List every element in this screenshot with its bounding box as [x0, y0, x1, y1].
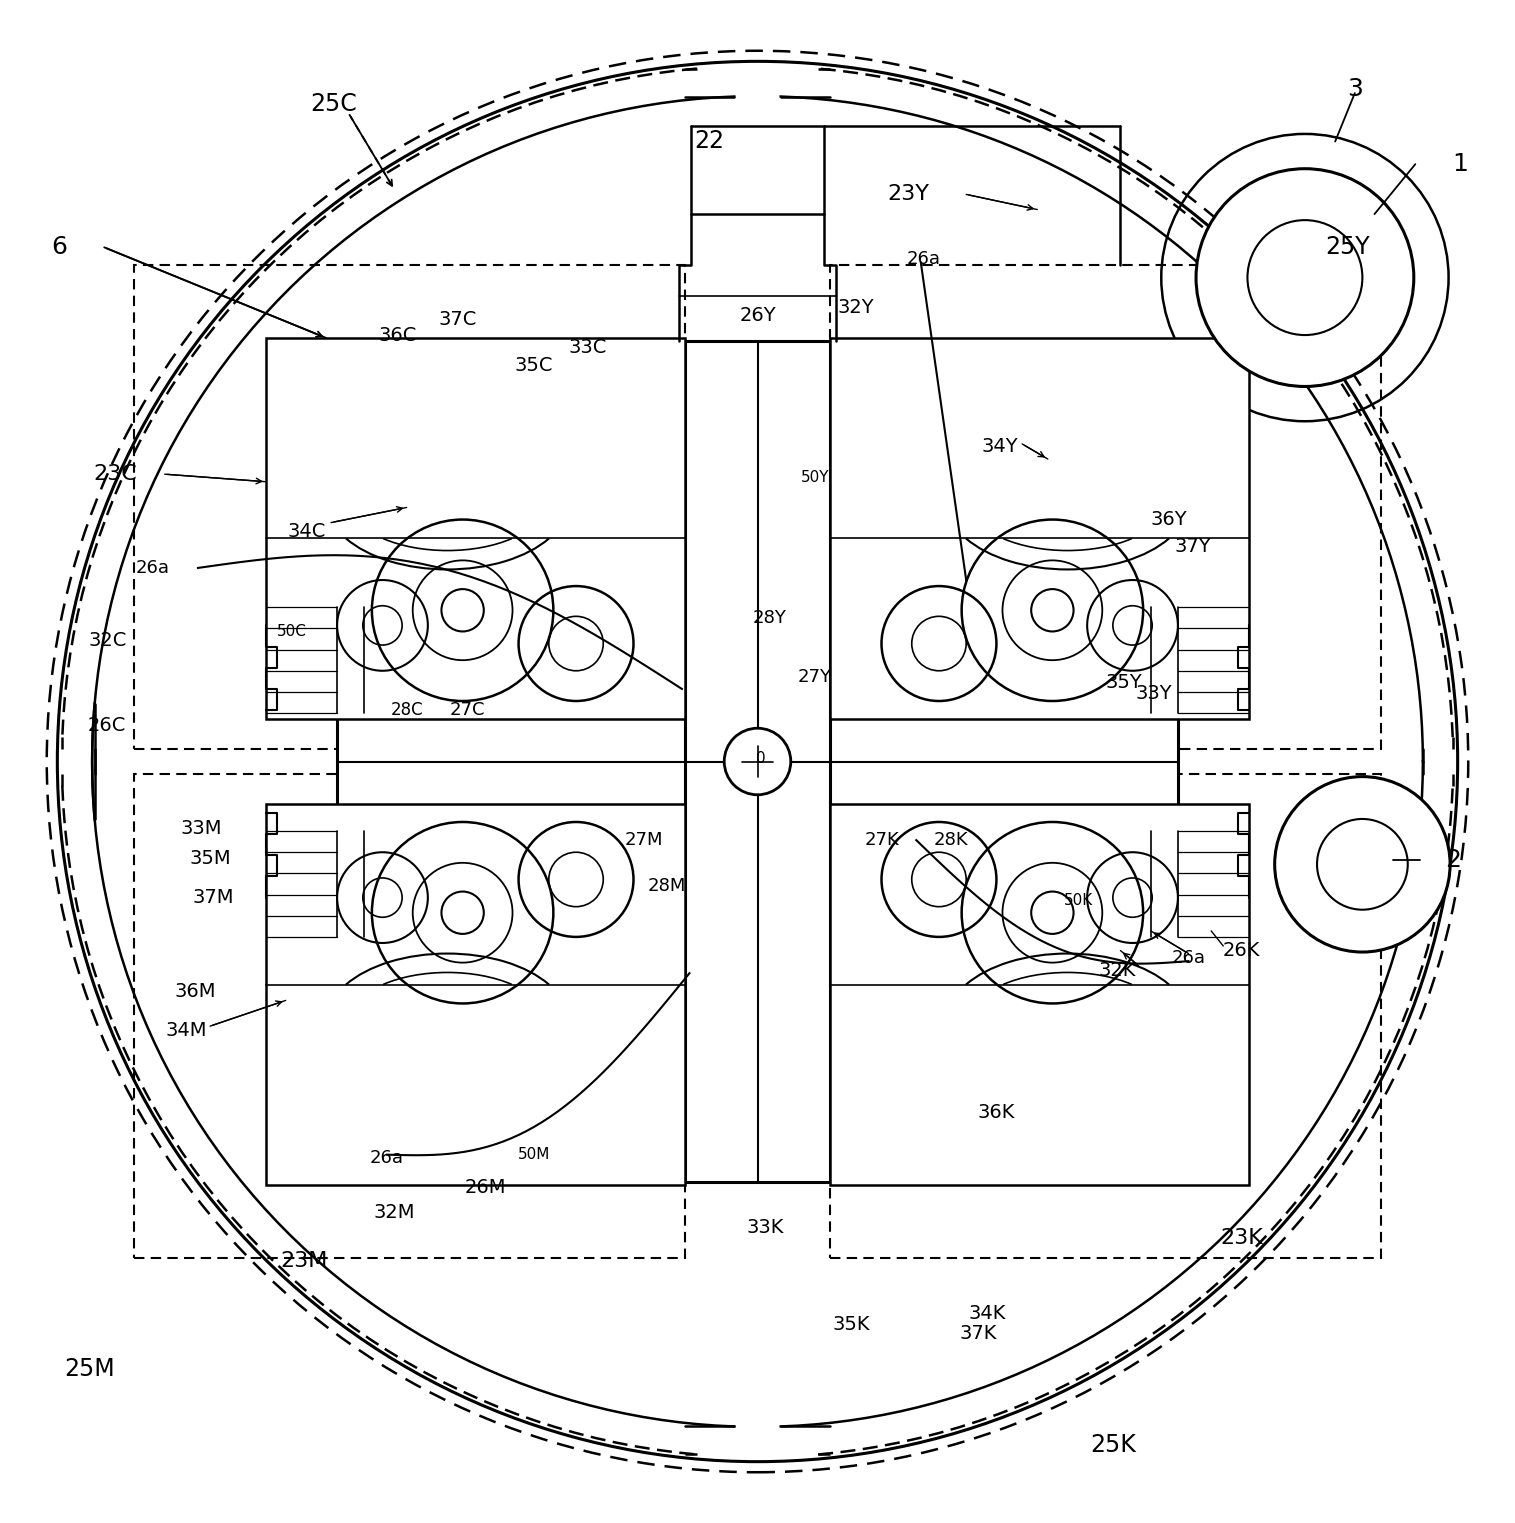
Bar — [267, 338, 685, 719]
Circle shape — [1274, 777, 1450, 952]
Bar — [267, 804, 685, 1185]
Text: 27Y: 27Y — [798, 667, 832, 685]
Text: 26a: 26a — [907, 250, 941, 268]
Text: 27M: 27M — [624, 832, 664, 850]
Text: 25Y: 25Y — [1326, 236, 1370, 259]
Text: 28M: 28M — [647, 877, 686, 894]
Text: 3: 3 — [1347, 76, 1364, 101]
Circle shape — [1195, 169, 1413, 387]
Text: 26a: 26a — [136, 559, 170, 577]
Text: 35C: 35C — [515, 356, 553, 375]
Text: 23M: 23M — [280, 1250, 327, 1270]
Text: 32C: 32C — [88, 631, 126, 650]
Bar — [135, 774, 685, 1258]
Text: 26a: 26a — [370, 1148, 405, 1167]
Text: 6: 6 — [52, 236, 67, 259]
Text: 36Y: 36Y — [1150, 510, 1188, 528]
Text: 1: 1 — [1453, 152, 1468, 177]
Circle shape — [58, 61, 1457, 1462]
Text: 32K: 32K — [1098, 961, 1136, 979]
Circle shape — [724, 728, 791, 795]
Text: 23Y: 23Y — [888, 184, 930, 204]
Text: 35M: 35M — [189, 848, 230, 868]
Circle shape — [441, 891, 483, 934]
Bar — [830, 774, 1380, 1258]
Text: 28K: 28K — [933, 832, 968, 850]
Bar — [830, 338, 1248, 719]
Text: 36K: 36K — [977, 1103, 1015, 1122]
Text: 34K: 34K — [968, 1304, 1006, 1323]
Text: 37C: 37C — [439, 311, 477, 329]
Text: 50Y: 50Y — [801, 469, 829, 484]
Bar — [830, 265, 1380, 749]
Text: 22: 22 — [694, 129, 724, 154]
Text: 33C: 33C — [570, 338, 608, 356]
Text: 26a: 26a — [1171, 949, 1206, 967]
Text: 25K: 25K — [1089, 1433, 1136, 1458]
Text: 32Y: 32Y — [838, 299, 874, 317]
Circle shape — [441, 589, 483, 632]
Text: 50C: 50C — [277, 624, 306, 640]
Text: 27K: 27K — [864, 832, 898, 850]
Text: 34C: 34C — [288, 522, 326, 541]
Text: 37Y: 37Y — [1174, 538, 1212, 556]
Text: 36M: 36M — [174, 982, 215, 1001]
Bar — [685, 341, 830, 1182]
Text: 26K: 26K — [1223, 941, 1260, 959]
Text: 33Y: 33Y — [1135, 684, 1173, 704]
Text: 36C: 36C — [379, 326, 417, 344]
Text: 35Y: 35Y — [1104, 673, 1142, 693]
Text: 28C: 28C — [391, 701, 423, 719]
Text: 50K: 50K — [1064, 892, 1092, 908]
Text: 2: 2 — [1445, 848, 1460, 871]
Text: 25M: 25M — [64, 1357, 115, 1381]
Bar — [338, 688, 1177, 835]
Text: 23C: 23C — [92, 465, 136, 484]
Text: 0: 0 — [756, 751, 765, 766]
Circle shape — [1032, 589, 1074, 632]
Text: 32M: 32M — [374, 1203, 415, 1221]
Text: 27C: 27C — [450, 701, 485, 719]
Text: 35K: 35K — [833, 1314, 870, 1334]
Text: 34M: 34M — [165, 1022, 206, 1040]
Text: 26M: 26M — [465, 1179, 506, 1197]
Bar — [830, 804, 1248, 1185]
Text: 25C: 25C — [311, 91, 358, 116]
Text: 23K: 23K — [1220, 1228, 1264, 1247]
Text: 37K: 37K — [959, 1323, 997, 1343]
Text: 28Y: 28Y — [753, 609, 786, 627]
Circle shape — [1032, 891, 1074, 934]
Text: 26Y: 26Y — [739, 306, 776, 324]
Text: 37M: 37M — [192, 888, 233, 908]
Text: 50M: 50M — [518, 1147, 550, 1162]
Text: 26C: 26C — [88, 716, 126, 734]
Bar — [135, 265, 685, 749]
Text: 33M: 33M — [180, 818, 221, 838]
Text: 33K: 33K — [747, 1218, 783, 1237]
Text: 34Y: 34Y — [982, 437, 1018, 457]
